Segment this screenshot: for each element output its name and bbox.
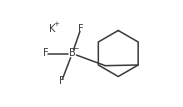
Text: +: + xyxy=(53,21,59,27)
Text: F: F xyxy=(43,48,48,59)
Text: −: − xyxy=(72,44,79,53)
Text: F: F xyxy=(59,76,64,86)
Text: B: B xyxy=(69,48,76,59)
Text: F: F xyxy=(78,24,84,34)
Text: K: K xyxy=(49,24,55,34)
